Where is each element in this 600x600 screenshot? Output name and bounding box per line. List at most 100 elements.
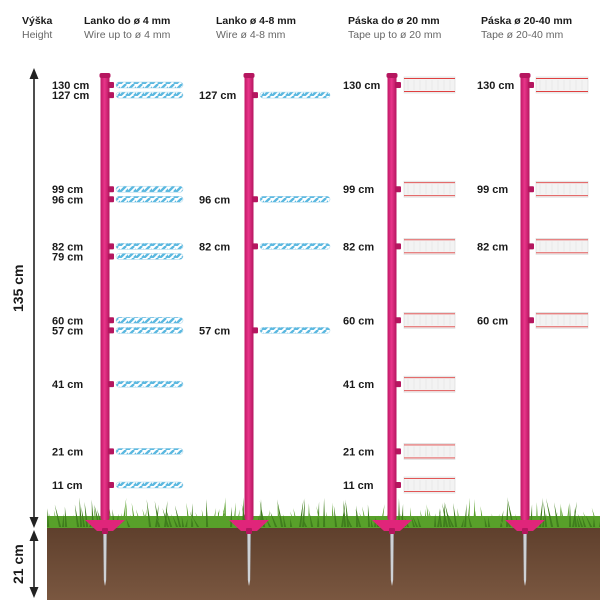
height-label: 99 cm bbox=[343, 184, 374, 196]
insulator-clip bbox=[395, 381, 401, 388]
height-label: 127 cm bbox=[52, 90, 90, 102]
grass-blade bbox=[546, 498, 554, 527]
post-top-cap bbox=[386, 73, 398, 78]
grass-blade bbox=[411, 517, 416, 527]
insulator-clip bbox=[108, 186, 114, 193]
above-ground-label: 135 cm bbox=[10, 265, 26, 312]
grass-blade bbox=[560, 506, 566, 527]
height-label: 130 cm bbox=[343, 80, 381, 92]
grass-blade bbox=[539, 497, 543, 527]
post-top-cap bbox=[99, 73, 111, 78]
polywire-strand bbox=[115, 481, 184, 489]
height-label: 41 cm bbox=[343, 379, 374, 391]
grass-blade bbox=[333, 505, 338, 527]
grass-blade bbox=[593, 516, 596, 527]
grass-blade bbox=[265, 517, 272, 527]
column-2-title: Lanko ø 4-8 mm bbox=[216, 15, 296, 27]
insulator-clip bbox=[395, 82, 401, 88]
grass-blade bbox=[428, 508, 434, 527]
below-ground-arrow-head-bottom bbox=[29, 587, 39, 598]
grass-blade bbox=[53, 509, 59, 527]
grass-blade bbox=[164, 500, 168, 527]
polytape-strip bbox=[403, 238, 456, 255]
grass-blade bbox=[367, 504, 371, 527]
polytape-strip bbox=[403, 443, 456, 460]
insulator-clip bbox=[108, 82, 114, 88]
insulator-clip bbox=[252, 243, 258, 250]
grass-blade bbox=[162, 508, 170, 527]
grass-blade bbox=[47, 508, 50, 527]
grass-blade bbox=[447, 512, 455, 527]
grass-blade bbox=[468, 513, 473, 527]
polywire-strand bbox=[115, 448, 184, 455]
polytape-strip bbox=[403, 312, 456, 329]
height-label: 11 cm bbox=[343, 480, 374, 492]
grass-blade bbox=[302, 517, 308, 527]
grass-blade bbox=[129, 514, 134, 527]
insulator-clip bbox=[252, 327, 258, 334]
height-label: 11 cm bbox=[52, 480, 83, 492]
grass-blade bbox=[336, 515, 341, 527]
grass-blade bbox=[464, 503, 467, 527]
grass-blade bbox=[135, 509, 143, 527]
grass-blade bbox=[215, 508, 220, 527]
height-label: 21 cm bbox=[343, 446, 374, 458]
grass-blade bbox=[154, 500, 161, 527]
polywire-strand bbox=[115, 196, 184, 203]
polywire-strand bbox=[115, 91, 184, 99]
polywire-strand bbox=[115, 327, 184, 334]
grass-blade bbox=[287, 516, 290, 527]
polytape-strip bbox=[535, 76, 589, 94]
insulator-clip bbox=[395, 186, 401, 193]
grass-blade bbox=[316, 506, 323, 527]
grass-blade bbox=[131, 502, 137, 527]
grass-blade bbox=[473, 499, 476, 527]
grass-blade bbox=[79, 497, 83, 527]
height-label: 127 cm bbox=[199, 90, 237, 102]
grass-blade bbox=[266, 509, 270, 527]
grass-blade bbox=[479, 515, 482, 527]
grass-blade bbox=[453, 503, 458, 527]
grass-blade bbox=[546, 513, 551, 527]
grass-blade bbox=[209, 516, 213, 527]
grass-blade bbox=[484, 516, 488, 527]
below-ground-label: 21 cm bbox=[10, 544, 26, 584]
grass-blade bbox=[362, 506, 368, 527]
grass-blade bbox=[417, 516, 422, 527]
soil bbox=[47, 526, 600, 600]
polytape-strip bbox=[403, 375, 456, 393]
grass-blade bbox=[170, 513, 176, 527]
grass-blade bbox=[560, 503, 563, 527]
grass-blade bbox=[355, 508, 362, 527]
grass-blade bbox=[439, 508, 443, 527]
polytape-strip bbox=[535, 238, 589, 255]
height-label: 82 cm bbox=[52, 241, 83, 253]
grass-blade bbox=[457, 508, 461, 527]
post-foot-hub bbox=[246, 528, 252, 534]
height-label: 21 cm bbox=[52, 446, 83, 458]
insulator-clip bbox=[528, 317, 534, 324]
grass-blade bbox=[591, 507, 599, 527]
grass-blade bbox=[314, 515, 319, 527]
grass-blade bbox=[498, 516, 506, 527]
post-top-cap bbox=[243, 73, 255, 78]
column-2-subtitle: Wire ø 4-8 mm bbox=[216, 29, 286, 41]
height-label: 82 cm bbox=[477, 241, 508, 253]
fence-post-column-3: 130 cm 99 cm 82 cm 60 cm 41 cm 21 cm 11 cm bbox=[343, 73, 456, 586]
grass-blade bbox=[277, 502, 281, 527]
column-3-title: Páska do ø 20 mm bbox=[348, 15, 440, 27]
polytape-strip bbox=[403, 476, 456, 494]
grass-blade bbox=[577, 513, 584, 527]
above-ground-arrow-head-bottom bbox=[29, 517, 39, 528]
grass-blade bbox=[293, 508, 299, 527]
grass-blade bbox=[572, 501, 577, 527]
grass-blade bbox=[54, 504, 62, 527]
grass-blade bbox=[282, 514, 287, 527]
post-top-cap bbox=[519, 73, 531, 78]
post-foot-hub bbox=[522, 528, 528, 534]
grass-blade bbox=[370, 518, 374, 527]
grass-blade bbox=[327, 516, 332, 527]
polywire-strand bbox=[259, 91, 331, 99]
grass-blade bbox=[195, 512, 203, 527]
